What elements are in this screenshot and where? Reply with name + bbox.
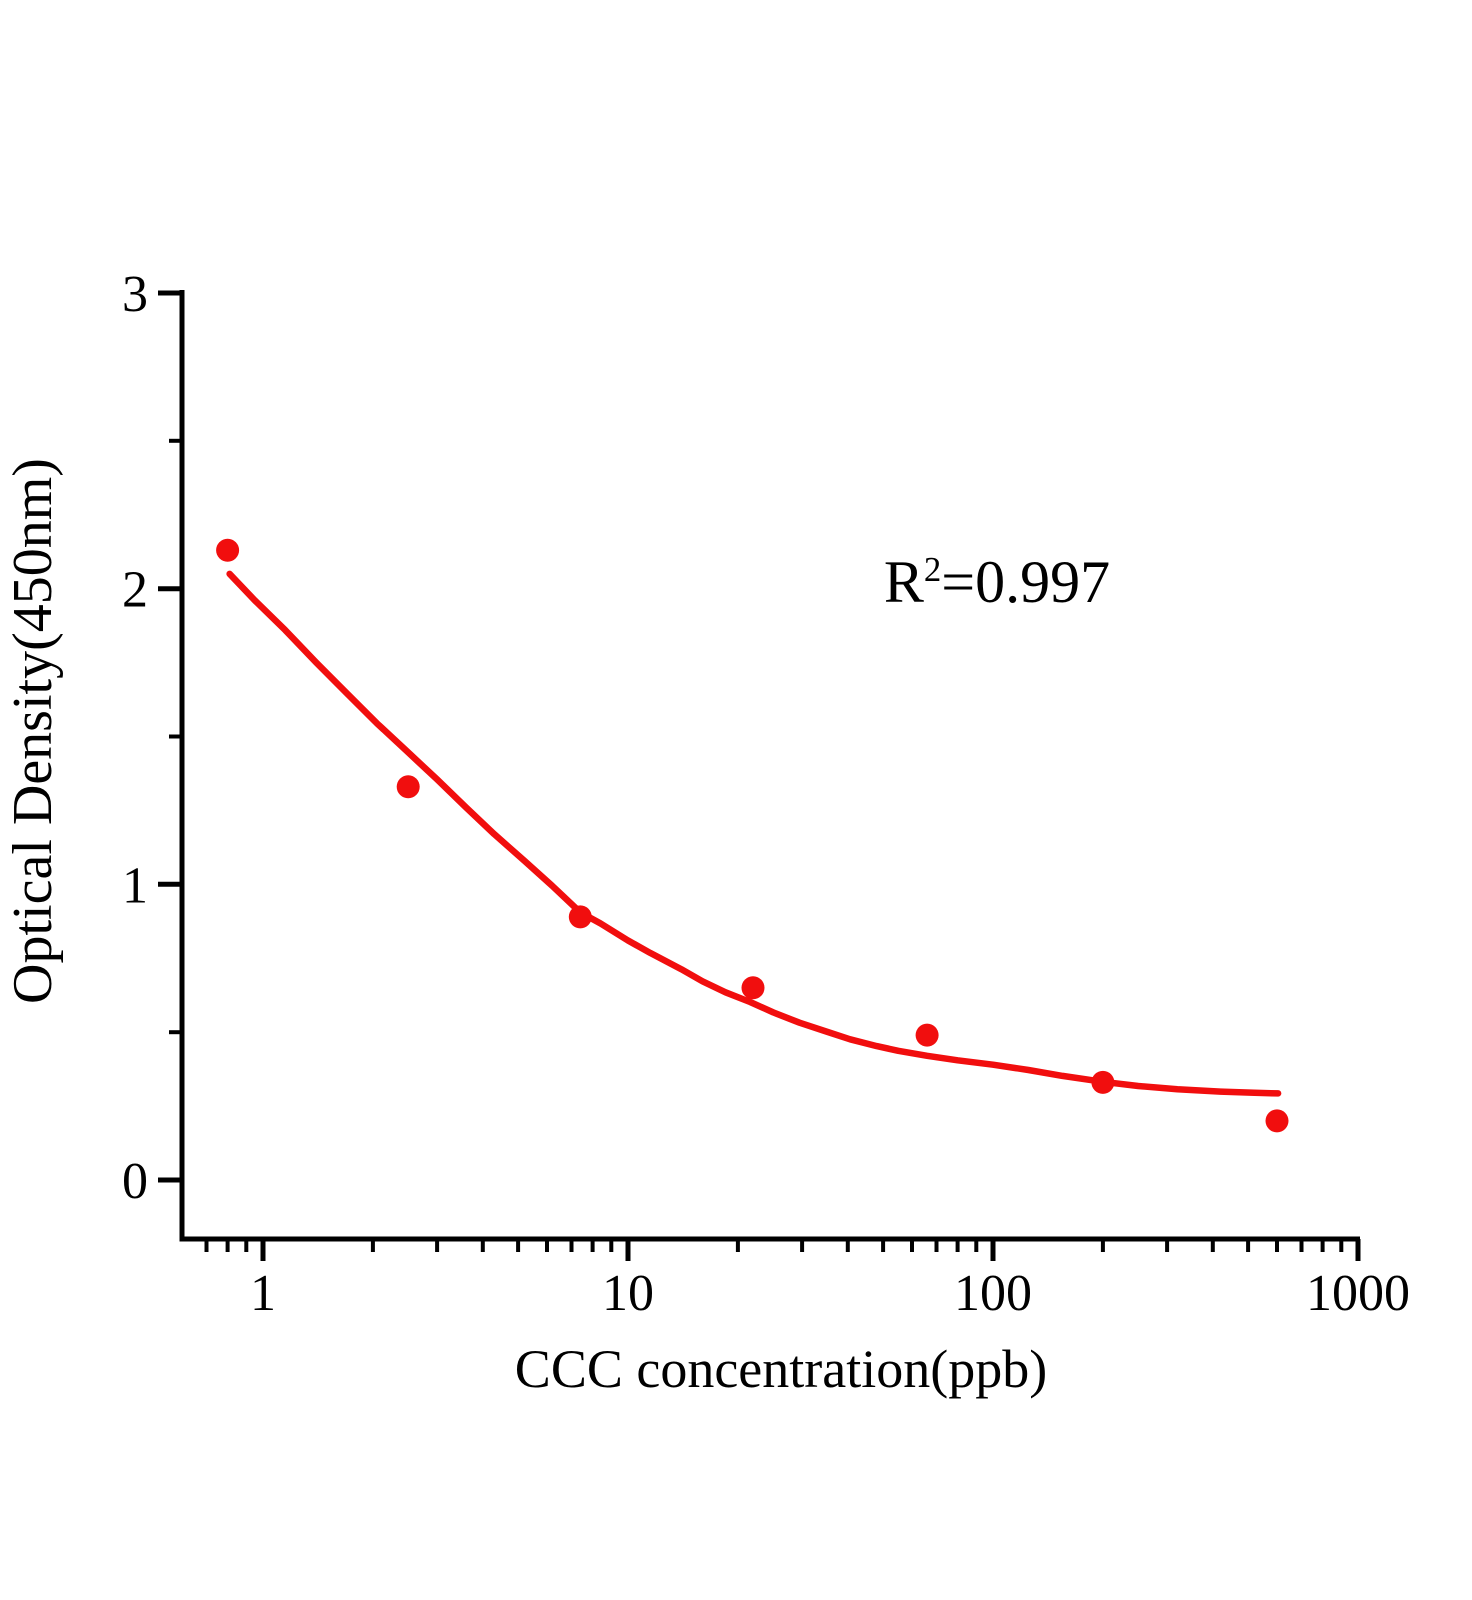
data-point (915, 1023, 939, 1047)
x-tick-label: 10 (602, 1265, 654, 1322)
r-squared-exponent: 2 (923, 550, 942, 589)
r-squared-value: =0.997 (941, 549, 1111, 615)
data-point (1265, 1109, 1289, 1133)
x-tick-label: 1 (250, 1265, 276, 1322)
r-squared-annotation: R2=0.997 (884, 552, 1110, 612)
data-point (216, 538, 240, 562)
data-point (568, 905, 592, 929)
y-axis-title: Optical Density(450nm) (2, 458, 64, 1004)
y-tick-label: 1 (122, 857, 148, 914)
y-tick-label: 3 (122, 266, 148, 323)
fit-curve (226, 570, 1282, 1097)
data-point (396, 775, 420, 799)
y-tick-label: 0 (122, 1153, 148, 1210)
r-squared-base: R (883, 549, 924, 615)
x-tick-label: 1000 (1306, 1265, 1410, 1322)
y-tick-label: 2 (122, 562, 148, 619)
data-point (741, 976, 765, 1000)
x-axis-title: CCC concentration(ppb) (514, 1339, 1048, 1399)
x-tick-label: 100 (954, 1265, 1032, 1322)
data-point (1091, 1070, 1115, 1094)
